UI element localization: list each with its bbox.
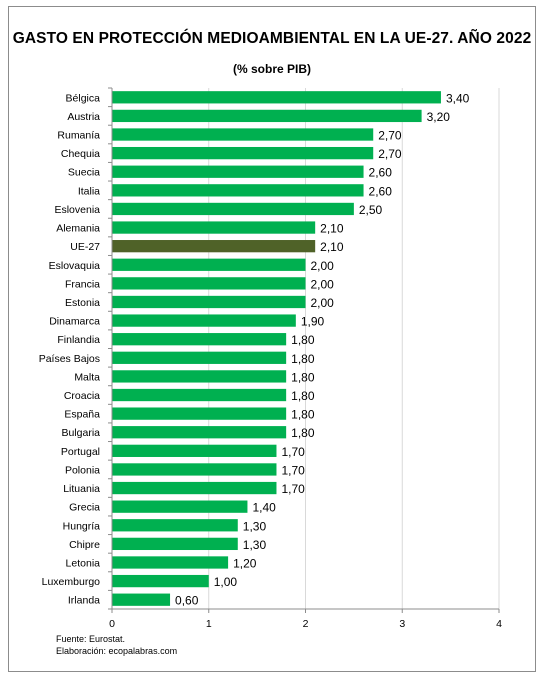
category-label: Finlandia (57, 334, 100, 346)
bar (112, 258, 306, 271)
source-note: Fuente: Eurostat. Elaboración: ecopalabr… (56, 633, 177, 657)
bar (112, 165, 364, 178)
data-label: 2,00 (311, 259, 335, 273)
category-label: Hungría (63, 520, 101, 532)
data-label: 1,80 (291, 426, 315, 440)
category-label: Letonia (66, 557, 101, 569)
source-text: Fuente: Eurostat. (56, 634, 126, 644)
category-label: Polonia (65, 464, 100, 476)
bar (112, 463, 277, 476)
category-label: Alemania (56, 223, 100, 235)
bar (112, 277, 306, 290)
bar (112, 426, 287, 439)
bar (112, 221, 316, 234)
bar (112, 593, 171, 606)
category-label: Luxemburgo (42, 576, 101, 588)
bar (112, 295, 306, 309)
bar (112, 202, 354, 216)
bar (112, 91, 441, 104)
data-label: 1,00 (214, 575, 238, 589)
category-label: Eslovenia (54, 204, 100, 216)
x-tick-label: 2 (303, 618, 309, 630)
bar (112, 184, 364, 197)
bar (112, 109, 422, 123)
data-label: 1,20 (233, 556, 257, 570)
bar (112, 481, 277, 495)
category-label: Grecia (69, 502, 100, 514)
category-label: Portugal (61, 446, 100, 458)
category-label: Eslovaquia (49, 260, 101, 272)
x-tick-label: 4 (496, 618, 502, 630)
category-label: Chequia (61, 148, 100, 160)
data-label: 1,80 (291, 408, 315, 422)
data-label: 1,80 (291, 352, 315, 366)
data-label: 2,10 (320, 240, 344, 254)
bar (112, 333, 287, 346)
bar (112, 370, 287, 383)
category-label: Chipre (69, 539, 100, 551)
data-label: 1,90 (301, 315, 325, 329)
category-label: Austria (67, 111, 100, 123)
data-label: 3,40 (446, 91, 470, 105)
category-label: Bulgaria (61, 427, 100, 439)
category-label: Suecia (68, 167, 100, 179)
bar (112, 240, 316, 253)
category-label: España (64, 409, 100, 421)
bar (112, 574, 209, 588)
bar (112, 444, 277, 457)
data-label: 1,40 (252, 501, 276, 515)
bar (112, 128, 374, 141)
bar (112, 388, 287, 402)
bar (112, 407, 287, 420)
x-tick-label: 0 (109, 618, 115, 630)
data-label: 2,60 (369, 184, 393, 198)
data-label: 2,70 (378, 147, 402, 161)
data-label: 0,60 (175, 594, 199, 608)
data-label: 3,20 (427, 110, 451, 124)
data-label: 2,60 (369, 166, 393, 180)
bar (112, 314, 296, 327)
data-label: 1,70 (281, 463, 305, 477)
data-label: 2,10 (320, 222, 344, 236)
bar (112, 146, 374, 160)
data-label: 1,30 (243, 538, 267, 552)
bar (112, 537, 238, 551)
category-label: Países Bajos (39, 353, 100, 365)
data-label: 1,80 (291, 389, 315, 403)
x-tick-label: 1 (206, 618, 212, 630)
data-label: 2,50 (359, 203, 383, 217)
chart-title: GASTO EN PROTECCIÓN MEDIOAMBIENTAL EN LA… (12, 30, 532, 47)
data-label: 2,00 (311, 296, 335, 310)
category-label: Italia (78, 185, 100, 197)
category-label: Malta (74, 371, 100, 383)
data-label: 1,70 (281, 482, 305, 496)
category-label: Bélgica (66, 92, 101, 104)
category-label: Francia (65, 278, 100, 290)
category-label: Lituania (63, 483, 100, 495)
chart-subtitle: (% sobre PIB) (232, 62, 311, 76)
data-label: 2,70 (378, 129, 402, 143)
category-label: Croacia (64, 390, 100, 402)
category-label: Estonia (65, 297, 100, 309)
data-label: 1,80 (291, 370, 315, 384)
data-label: 1,70 (281, 445, 305, 459)
category-label: Dinamarca (49, 316, 100, 328)
bar (112, 500, 248, 513)
bar (112, 351, 287, 364)
category-label: Irlanda (68, 595, 100, 607)
category-label: UE-27 (70, 241, 100, 253)
x-tick-label: 3 (399, 618, 405, 630)
elaboration-text: Elaboración: ecopalabras.com (56, 646, 178, 656)
data-label: 1,80 (291, 333, 315, 347)
data-label: 1,30 (243, 519, 267, 533)
category-label: Rumanía (57, 130, 100, 142)
bar (112, 556, 229, 569)
data-label: 2,00 (311, 277, 335, 291)
bar (112, 519, 238, 532)
